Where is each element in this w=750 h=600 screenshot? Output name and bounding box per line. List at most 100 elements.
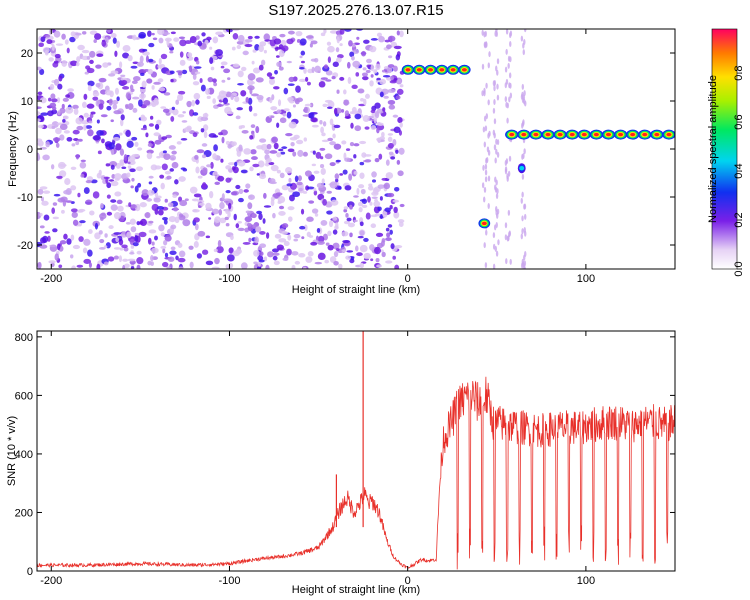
spectrogram-noise-blob xyxy=(213,248,218,253)
spectrogram-noise-blob xyxy=(366,64,371,68)
spectrogram-noise-blob xyxy=(276,169,281,174)
spectrogram-noise-blob xyxy=(374,111,380,119)
spectrogram-noise-blob xyxy=(79,220,86,224)
spectrogram-noise-blob xyxy=(387,88,396,93)
spectrogram-noise-blob xyxy=(127,103,134,110)
spectrogram-noise-blob xyxy=(67,88,74,92)
spectrogram-noise-blob xyxy=(385,260,393,264)
spectrogram-noise-blob xyxy=(247,35,253,40)
spectrogram-noise-blob xyxy=(110,119,114,123)
spectrogram-noise-blob xyxy=(218,132,223,136)
spectrogram-noise-blob xyxy=(271,248,279,253)
spectrogram-noise-blob xyxy=(89,50,96,58)
spectrogram-noise-blob xyxy=(156,119,162,126)
spectrogram-noise-blob xyxy=(153,132,161,137)
spectrogram-noise-blob xyxy=(75,140,80,146)
spectrogram-noise-blob xyxy=(46,39,53,45)
spectrogram-noise-blob xyxy=(224,216,229,221)
spectrogram-noise-blob xyxy=(191,198,199,202)
spectrogram-noise-blob xyxy=(80,173,85,178)
spectrogram-noise-blob xyxy=(349,51,355,58)
spectrogram-noise-blob xyxy=(255,77,264,83)
spectrogram-streak-blob xyxy=(522,49,525,56)
spectrogram-noise-blob xyxy=(98,247,106,250)
spectrogram-noise-blob xyxy=(61,60,68,67)
spectrogram-noise-blob xyxy=(154,235,158,241)
spectrogram-noise-blob xyxy=(376,32,382,37)
spectrogram-noise-blob xyxy=(158,57,162,65)
spectrogram-noise-blob xyxy=(157,209,164,216)
spectrogram-noise-blob xyxy=(49,83,55,91)
spectrogram-noise-blob xyxy=(343,209,348,213)
spectrogram-noise-blob xyxy=(236,107,243,111)
spectrogram-noise-blob xyxy=(71,265,76,269)
spectrogram-noise-blob xyxy=(311,124,319,128)
spectrogram-ridge-mark xyxy=(666,132,672,137)
spectrogram-noise-blob xyxy=(96,263,101,269)
spectrogram-noise-blob xyxy=(169,154,177,161)
spectrogram-noise-blob xyxy=(351,55,355,61)
spectrogram-noise-blob xyxy=(287,206,295,211)
spectrogram-noise-blob xyxy=(379,91,384,98)
spectrogram-noise-blob xyxy=(273,86,280,90)
spectrogram-noise-blob xyxy=(373,200,381,208)
spectrogram-noise-blob xyxy=(339,76,345,81)
spectrogram-noise-blob xyxy=(359,172,365,179)
spectrogram-noise-blob xyxy=(291,251,299,256)
spectrogram-noise-blob xyxy=(353,154,357,159)
spectrogram-noise-blob xyxy=(341,249,347,252)
spectrogram-noise-blob xyxy=(127,161,131,165)
spectrogram-noise-blob xyxy=(150,255,154,262)
spectrogram-noise-blob xyxy=(357,201,363,207)
spectrogram-streak-blob xyxy=(495,222,498,229)
spectrogram-noise-blob xyxy=(362,76,369,81)
spectrogram-noise-blob xyxy=(139,55,144,63)
spectrogram-noise-blob xyxy=(140,127,148,131)
spectrogram-streak-blob xyxy=(492,263,496,269)
spectrogram-noise-blob xyxy=(197,40,203,47)
spectrogram-noise-blob xyxy=(349,204,353,209)
spectrogram-noise-blob xyxy=(293,238,299,242)
spectrogram-noise-blob xyxy=(196,253,202,259)
spectrogram-streak-blob xyxy=(523,39,526,46)
spectrogram-noise-blob xyxy=(351,106,357,114)
spectrogram-noise-blob xyxy=(98,230,103,235)
spectrogram-noise-blob xyxy=(342,169,348,175)
spectrogram-noise-blob xyxy=(398,221,404,227)
spectrogram-noise-blob xyxy=(116,96,120,102)
spectrogram-streak-blob xyxy=(482,164,485,171)
spectrogram-noise-blob xyxy=(294,260,301,265)
spectrogram-noise-blob xyxy=(51,44,55,51)
spectrogram-noise-blob xyxy=(298,187,303,192)
spectrogram-noise-blob xyxy=(240,169,248,174)
spectrogram-noise-blob xyxy=(329,30,338,34)
spectrogram-streak-blob xyxy=(485,82,488,89)
spectrogram-noise-blob xyxy=(305,256,313,263)
spectrogram-noise-blob xyxy=(114,173,122,180)
spectrogram-noise-blob xyxy=(81,49,90,54)
spectrogram-noise-blob xyxy=(106,211,113,216)
spectrogram-noise-blob xyxy=(225,223,230,227)
spectrogram-noise-blob xyxy=(119,247,124,251)
spectrogram-noise-blob xyxy=(335,47,340,53)
spectrogram-noise-blob xyxy=(179,51,184,58)
spectrogram-noise-blob xyxy=(122,86,130,90)
spectrogram-noise-blob xyxy=(345,213,349,218)
spectrogram-noise-blob xyxy=(377,206,382,211)
spectrogram-noise-blob xyxy=(82,247,88,254)
spectrogram-noise-blob xyxy=(296,181,303,186)
spectrogram-noise-blob xyxy=(81,101,87,109)
spectrogram-noise-blob xyxy=(357,235,364,239)
spectrogram-noise-blob xyxy=(300,208,305,215)
spectrogram-noise-blob xyxy=(390,243,395,250)
spectrogram-noise-blob xyxy=(170,246,176,251)
spectrogram-noise-blob xyxy=(343,29,352,32)
snr-x-tick-label: 100 xyxy=(577,575,595,587)
spectrogram-noise-blob xyxy=(199,202,205,206)
spectrogram-noise-blob xyxy=(130,65,138,69)
spectrogram-noise-blob xyxy=(166,266,171,269)
spectrogram-noise-blob xyxy=(327,244,334,251)
spectrogram-ridge-mark xyxy=(593,132,599,137)
spectrogram-noise-blob xyxy=(289,137,298,141)
snr-spike-layer xyxy=(335,331,364,528)
